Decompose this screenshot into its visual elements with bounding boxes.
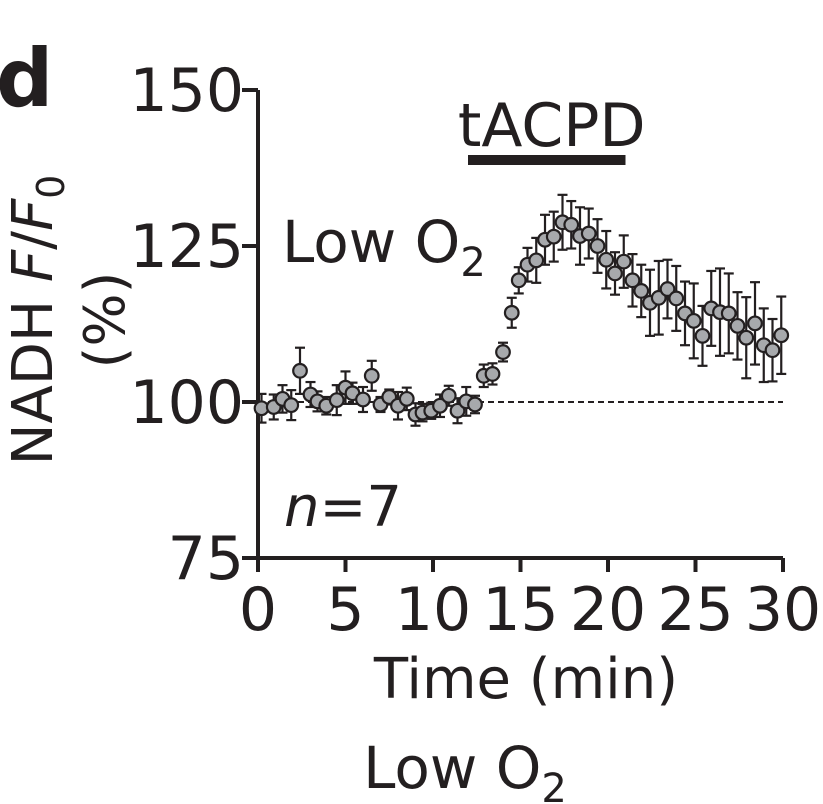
data-point [284,398,298,412]
x-tick-label: 30 [745,575,821,645]
footer-condition-label: Low O2 [363,734,567,804]
data-point [293,364,307,378]
data-point [696,329,710,343]
drug-label: tACPD [458,91,646,161]
x-tick-label: 25 [657,575,733,645]
data-point [766,343,780,357]
x-tick-label: 5 [326,575,364,645]
data-point [505,306,519,320]
data-point [442,389,456,403]
data-point [608,267,622,281]
panel-label: d [0,32,53,125]
inset-condition-label: Low O2 [282,208,486,286]
data-point [739,331,753,345]
data-point [486,367,500,381]
data-point [599,253,613,267]
y-tick-label: 100 [129,368,244,438]
data-point [748,317,762,331]
data-point [722,307,736,321]
x-tick-label: 0 [239,575,277,645]
data-point [731,319,745,333]
data-point [669,292,683,306]
data-point [496,345,510,359]
data-point [529,254,543,268]
n-label: n=7 [284,475,402,540]
data-point [468,398,482,412]
data-point [365,369,379,383]
y-axis-label: NADH F/F0 [1,175,73,466]
data-point [547,230,561,244]
data-point [687,314,701,328]
data-point [356,393,370,407]
data-point [591,239,605,253]
x-tick-label: 15 [482,575,558,645]
data-point [634,284,648,298]
data-point [400,392,414,406]
data-point [512,274,526,288]
svg-text:(%): (%) [73,272,138,369]
x-tick-label: 10 [395,575,471,645]
data-point [774,328,788,342]
y-tick-label: 150 [129,56,244,126]
x-tick-label: 20 [570,575,646,645]
svg-text:NADH F/F0: NADH F/F0 [1,175,73,466]
data-point [582,227,596,241]
y-axis-label-unit: (%) [73,272,138,369]
data-point [330,393,344,407]
data-point [617,255,631,269]
y-tick-label: 125 [129,212,244,282]
y-tick-label: 75 [168,524,244,594]
x-axis-label: Time (min) [373,647,678,712]
